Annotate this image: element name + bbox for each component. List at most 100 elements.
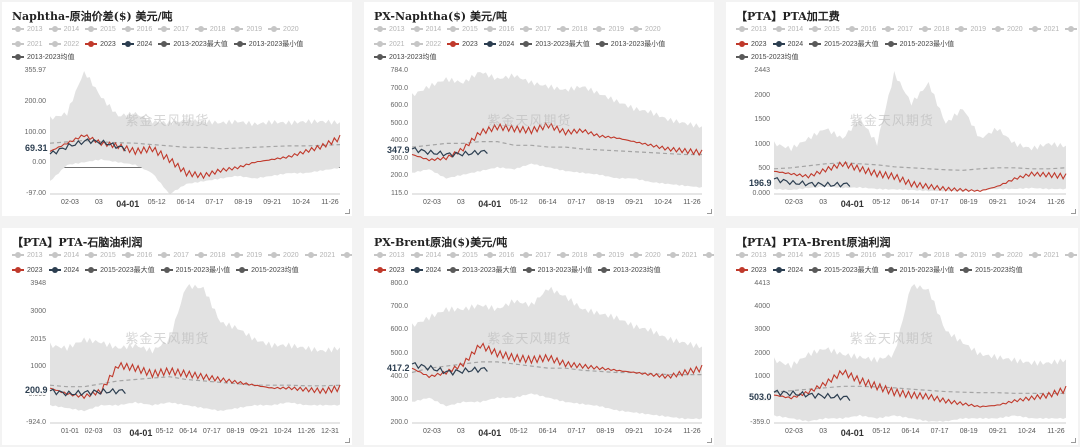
legend-item[interactable]: 2013 <box>12 252 43 259</box>
legend-item[interactable]: 2022 <box>1065 252 1078 259</box>
resize-handle-icon[interactable] <box>1071 209 1076 214</box>
legend-item[interactable]: 2013-2023均值 <box>598 265 661 275</box>
legend-item[interactable]: 2013-2023最小值 <box>233 39 303 49</box>
resize-handle-icon[interactable] <box>345 438 350 443</box>
legend-item[interactable]: 2013-2023最大值 <box>447 265 517 275</box>
legend-item[interactable]: 2016 <box>845 252 876 259</box>
legend-item[interactable]: 2018 <box>918 26 949 33</box>
legend-item[interactable]: 2015 <box>85 252 116 259</box>
legend-item[interactable]: 2014 <box>410 252 441 259</box>
legend-item[interactable]: 2014 <box>48 252 79 259</box>
legend-item[interactable]: 2020 <box>992 26 1023 33</box>
resize-handle-icon[interactable] <box>707 209 712 214</box>
legend-item[interactable]: 2015-2023均值 <box>236 265 299 275</box>
legend-item[interactable]: 2024 <box>410 267 441 274</box>
legend-item[interactable]: 2024 <box>483 41 514 48</box>
legend-item[interactable]: 2021 <box>12 41 43 48</box>
legend-item[interactable]: 2015 <box>809 252 840 259</box>
legend-item[interactable]: 2015-2023最大值 <box>809 265 879 275</box>
legend-item[interactable]: 2020 <box>992 252 1023 259</box>
legend-item[interactable]: 2013-2023最大值 <box>158 39 228 49</box>
legend-item[interactable]: 2018 <box>194 26 225 33</box>
legend-item[interactable]: 2013 <box>374 26 405 33</box>
legend-item[interactable]: 2023 <box>736 41 767 48</box>
legend-item[interactable]: 2015-2023最小值 <box>884 39 954 49</box>
legend-item[interactable]: 2013 <box>12 26 43 33</box>
legend-item[interactable]: 2023 <box>374 267 405 274</box>
resize-handle-icon[interactable] <box>345 209 350 214</box>
series-2023-line <box>773 368 1067 408</box>
legend-item[interactable]: 2022 <box>341 252 352 259</box>
legend-item[interactable]: 2016 <box>121 26 152 33</box>
legend-item[interactable]: 2021 <box>1028 252 1059 259</box>
legend-item[interactable]: 2017 <box>520 26 551 33</box>
legend-item[interactable]: 2024 <box>121 41 152 48</box>
legend-item[interactable]: 2015-2023均值 <box>960 265 1023 275</box>
legend-item[interactable]: 2023 <box>85 41 116 48</box>
legend-item[interactable]: 2017 <box>882 252 913 259</box>
legend-item[interactable]: 2020 <box>268 26 299 33</box>
legend-item[interactable]: 2015 <box>447 252 478 259</box>
legend-item[interactable]: 2019 <box>593 252 624 259</box>
legend-item[interactable]: 2020 <box>268 252 299 259</box>
legend-item[interactable]: 2018 <box>556 252 587 259</box>
resize-handle-icon[interactable] <box>1071 438 1076 443</box>
legend-item[interactable]: 2023 <box>447 41 478 48</box>
legend-item[interactable]: 2016 <box>483 26 514 33</box>
legend-item[interactable]: 2019 <box>231 26 262 33</box>
legend-item[interactable]: 2013 <box>374 252 405 259</box>
legend-item[interactable]: 2019 <box>955 26 986 33</box>
legend-item[interactable]: 2021 <box>1028 26 1059 33</box>
legend-item[interactable]: 2020 <box>630 26 661 33</box>
legend-item[interactable]: 2019 <box>593 26 624 33</box>
legend-item[interactable]: 2021 <box>666 252 697 259</box>
legend-item[interactable]: 2014 <box>772 26 803 33</box>
legend-item[interactable]: 2015-2023最大值 <box>85 265 155 275</box>
legend-item[interactable]: 2022 <box>410 41 441 48</box>
legend-item[interactable]: 2017 <box>158 252 189 259</box>
legend-item[interactable]: 2018 <box>194 252 225 259</box>
legend-item[interactable]: 2024 <box>772 41 803 48</box>
legend-item[interactable]: 2014 <box>48 26 79 33</box>
legend-item[interactable]: 2013-2023均值 <box>374 52 436 62</box>
legend-item[interactable]: 2023 <box>736 267 767 274</box>
legend-item[interactable]: 2017 <box>158 26 189 33</box>
legend-item[interactable]: 2014 <box>410 26 441 33</box>
legend-item[interactable]: 2024 <box>48 267 79 274</box>
legend-marker-icon <box>160 267 173 274</box>
legend-item[interactable]: 2015-2023最小值 <box>160 265 230 275</box>
legend-item[interactable]: 2015 <box>447 26 478 33</box>
legend-item[interactable]: 2021 <box>304 252 335 259</box>
legend-item[interactable]: 2018 <box>918 252 949 259</box>
legend-item[interactable]: 2020 <box>630 252 661 259</box>
legend-item[interactable]: 2019 <box>231 252 262 259</box>
legend-item[interactable]: 2016 <box>483 252 514 259</box>
legend-item[interactable]: 2015-2023最大值 <box>809 39 879 49</box>
legend-item[interactable]: 2015-2023均值 <box>736 52 798 62</box>
legend-item[interactable]: 2013 <box>736 252 767 259</box>
legend-item[interactable]: 2015 <box>809 26 840 33</box>
min-max-band <box>412 72 702 188</box>
resize-handle-icon[interactable] <box>707 438 712 443</box>
legend-item[interactable]: 2022 <box>48 41 79 48</box>
legend-item[interactable]: 2018 <box>556 26 587 33</box>
legend-item[interactable]: 2013 <box>736 26 767 33</box>
legend-item[interactable]: 2015 <box>85 26 116 33</box>
legend-item[interactable]: 2015-2023最小值 <box>884 265 954 275</box>
legend-item[interactable]: 2022 <box>703 252 714 259</box>
legend-item[interactable]: 2013-2023最大值 <box>520 39 590 49</box>
legend-item[interactable]: 2014 <box>772 252 803 259</box>
legend-item[interactable]: 2017 <box>520 252 551 259</box>
legend-item[interactable]: 2016 <box>845 26 876 33</box>
legend-item[interactable]: 2016 <box>121 252 152 259</box>
legend-item[interactable]: 2013-2023最小值 <box>595 39 665 49</box>
legend-item[interactable]: 2023 <box>12 267 43 274</box>
legend-item[interactable]: 2022 <box>1065 26 1078 33</box>
legend-item[interactable]: 2013-2023均值 <box>12 52 74 62</box>
legend-item[interactable]: 2019 <box>955 252 986 259</box>
legend-item[interactable]: 2021 <box>374 41 405 48</box>
legend-item[interactable]: 2024 <box>772 267 803 274</box>
legend-marker-icon <box>410 252 423 259</box>
legend-item[interactable]: 2017 <box>882 26 913 33</box>
legend-item[interactable]: 2013-2023最小值 <box>522 265 592 275</box>
